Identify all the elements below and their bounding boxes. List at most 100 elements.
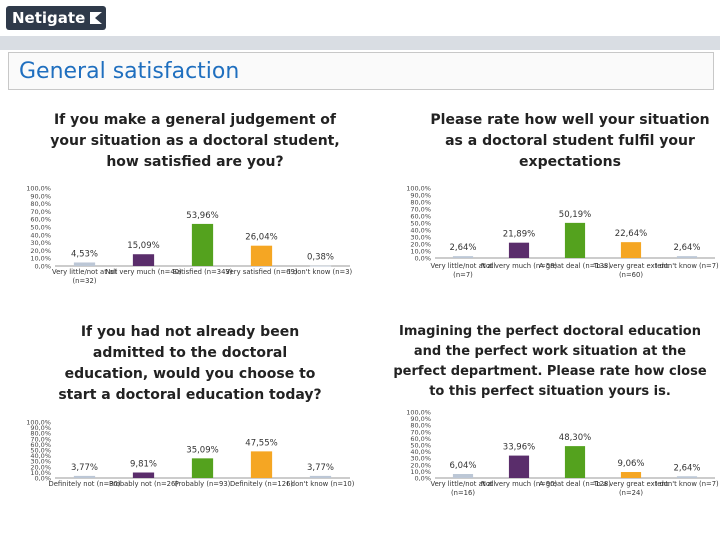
- y-tick-label: 100,0%: [26, 185, 51, 193]
- y-tick-label: 60,0%: [410, 213, 431, 221]
- data-label: 21,89%: [503, 230, 535, 240]
- category-label: Satisfied (n=343): [173, 268, 233, 276]
- data-label: 2,64%: [449, 243, 476, 253]
- bar: [250, 245, 273, 266]
- chart-panel-choose-again: If you had not already been admitted to …: [0, 320, 360, 530]
- category-label: Not very much (n=90): [481, 480, 558, 488]
- bar: [676, 256, 698, 258]
- chart-title: Imagining the perfect doctoral education…: [393, 324, 707, 399]
- y-tick-label: 90,0%: [30, 424, 51, 432]
- bar: [620, 472, 642, 478]
- y-tick-label: 20,0%: [410, 241, 431, 249]
- data-label: 6,04%: [449, 461, 476, 471]
- category-label: Definitely not (n=30): [48, 480, 120, 488]
- chart-title: If you make a general judgement of your …: [50, 112, 340, 170]
- data-label: 9,81%: [130, 460, 157, 470]
- data-label: 3,77%: [71, 463, 98, 473]
- y-tick-label: 20,0%: [30, 463, 51, 471]
- data-label: 3,77%: [307, 463, 334, 473]
- y-tick-label: 80,0%: [410, 199, 431, 207]
- chart-panel-expectations: Please rate how well your situation as a…: [360, 108, 720, 308]
- data-label: 22,64%: [615, 229, 647, 239]
- y-tick-label: 30,0%: [410, 455, 431, 463]
- category-label: I don't know (n=7): [655, 262, 719, 270]
- category-label: A great deal (n=128): [539, 480, 611, 488]
- y-tick-label: 30,0%: [30, 239, 51, 247]
- y-tick-label: 0,0%: [414, 255, 431, 263]
- bar: [191, 223, 214, 266]
- bar-chart: 0,0%10,0%20,0%30,0%40,0%50,0%60,0%70,0%8…: [26, 185, 352, 286]
- chart-title: Please rate how well your situation as a…: [430, 112, 710, 170]
- y-tick-label: 40,0%: [30, 452, 51, 460]
- page-title: General satisfaction: [19, 59, 240, 84]
- category-label: Probably (n=93): [175, 480, 231, 488]
- bar: [452, 474, 474, 478]
- category-label: Very little/not at all (n=7): [431, 262, 496, 279]
- netigate-mark-icon: [90, 12, 103, 24]
- data-label: 47,55%: [245, 438, 277, 448]
- data-label: 15,09%: [127, 241, 159, 251]
- y-tick-label: 20,0%: [30, 247, 51, 255]
- y-tick-label: 70,0%: [30, 208, 51, 216]
- bar: [508, 242, 530, 258]
- category-label: Very little/not at all (n=32): [52, 268, 117, 285]
- category-label: To a very great extent (n=24): [593, 480, 669, 497]
- bar: [132, 254, 155, 266]
- bar: [250, 451, 273, 478]
- y-tick-label: 0,0%: [34, 263, 51, 271]
- bar: [676, 476, 698, 478]
- bar: [564, 446, 586, 478]
- y-tick-label: 90,0%: [410, 415, 431, 423]
- y-tick-label: 10,0%: [410, 248, 431, 256]
- data-label: 4,53%: [71, 249, 98, 259]
- data-label: 9,06%: [617, 459, 644, 469]
- y-tick-label: 70,0%: [410, 428, 431, 436]
- y-tick-label: 100,0%: [406, 185, 431, 193]
- y-tick-label: 0,0%: [414, 475, 431, 483]
- data-label: 0,38%: [307, 253, 334, 263]
- y-tick-label: 60,0%: [30, 441, 51, 449]
- y-tick-label: 50,0%: [30, 224, 51, 232]
- bar-chart: 0,0%10,0%20,0%30,0%40,0%50,0%60,0%70,0%8…: [26, 419, 355, 489]
- header-bar: Netigate: [0, 0, 720, 36]
- data-label: 2,64%: [673, 243, 700, 253]
- y-tick-label: 80,0%: [30, 430, 51, 438]
- bar: [564, 222, 586, 258]
- chart-panel-perfect-situation: Imagining the perfect doctoral education…: [360, 320, 720, 530]
- chart-panel-general-judgement: If you make a general judgement of your …: [0, 108, 360, 308]
- y-tick-label: 40,0%: [30, 231, 51, 239]
- category-label: Probably not (n=26): [109, 480, 178, 488]
- y-tick-label: 30,0%: [410, 234, 431, 242]
- brand-name: Netigate: [12, 9, 86, 27]
- y-tick-label: 50,0%: [410, 442, 431, 450]
- y-tick-label: 80,0%: [30, 200, 51, 208]
- category-label: Very little/not at all (n=16): [431, 480, 496, 497]
- title-box: General satisfaction: [8, 52, 714, 90]
- y-tick-label: 10,0%: [30, 255, 51, 263]
- y-tick-label: 80,0%: [410, 422, 431, 430]
- y-tick-label: 60,0%: [410, 435, 431, 443]
- category-label: I don't know (n=7): [655, 480, 719, 488]
- data-label: 26,04%: [245, 233, 277, 243]
- y-tick-label: 10,0%: [410, 468, 431, 476]
- y-tick-label: 40,0%: [410, 227, 431, 235]
- netigate-logo: Netigate: [6, 6, 106, 30]
- y-tick-label: 30,0%: [30, 458, 51, 466]
- y-tick-label: 0,0%: [34, 475, 51, 483]
- chart-title: If you had not already been admitted to …: [58, 324, 322, 403]
- category-label: Very satisfied (n=69): [226, 268, 298, 276]
- bar: [73, 475, 96, 478]
- y-tick-label: 40,0%: [410, 448, 431, 456]
- category-label: Not very much (n=58): [481, 262, 558, 270]
- y-tick-label: 60,0%: [30, 216, 51, 224]
- bar-chart: 0,0%10,0%20,0%30,0%40,0%50,0%60,0%70,0%8…: [406, 185, 719, 280]
- category-label: To a very great extent (n=60): [593, 262, 669, 279]
- data-label: 35,09%: [186, 445, 218, 455]
- y-tick-label: 100,0%: [406, 409, 431, 417]
- bar: [191, 458, 214, 478]
- data-label: 2,64%: [673, 463, 700, 473]
- category-label: Not very much (n=40): [105, 268, 182, 276]
- category-label: A great deal (n=133): [539, 262, 611, 270]
- y-tick-label: 100,0%: [26, 419, 51, 427]
- bar: [309, 475, 332, 478]
